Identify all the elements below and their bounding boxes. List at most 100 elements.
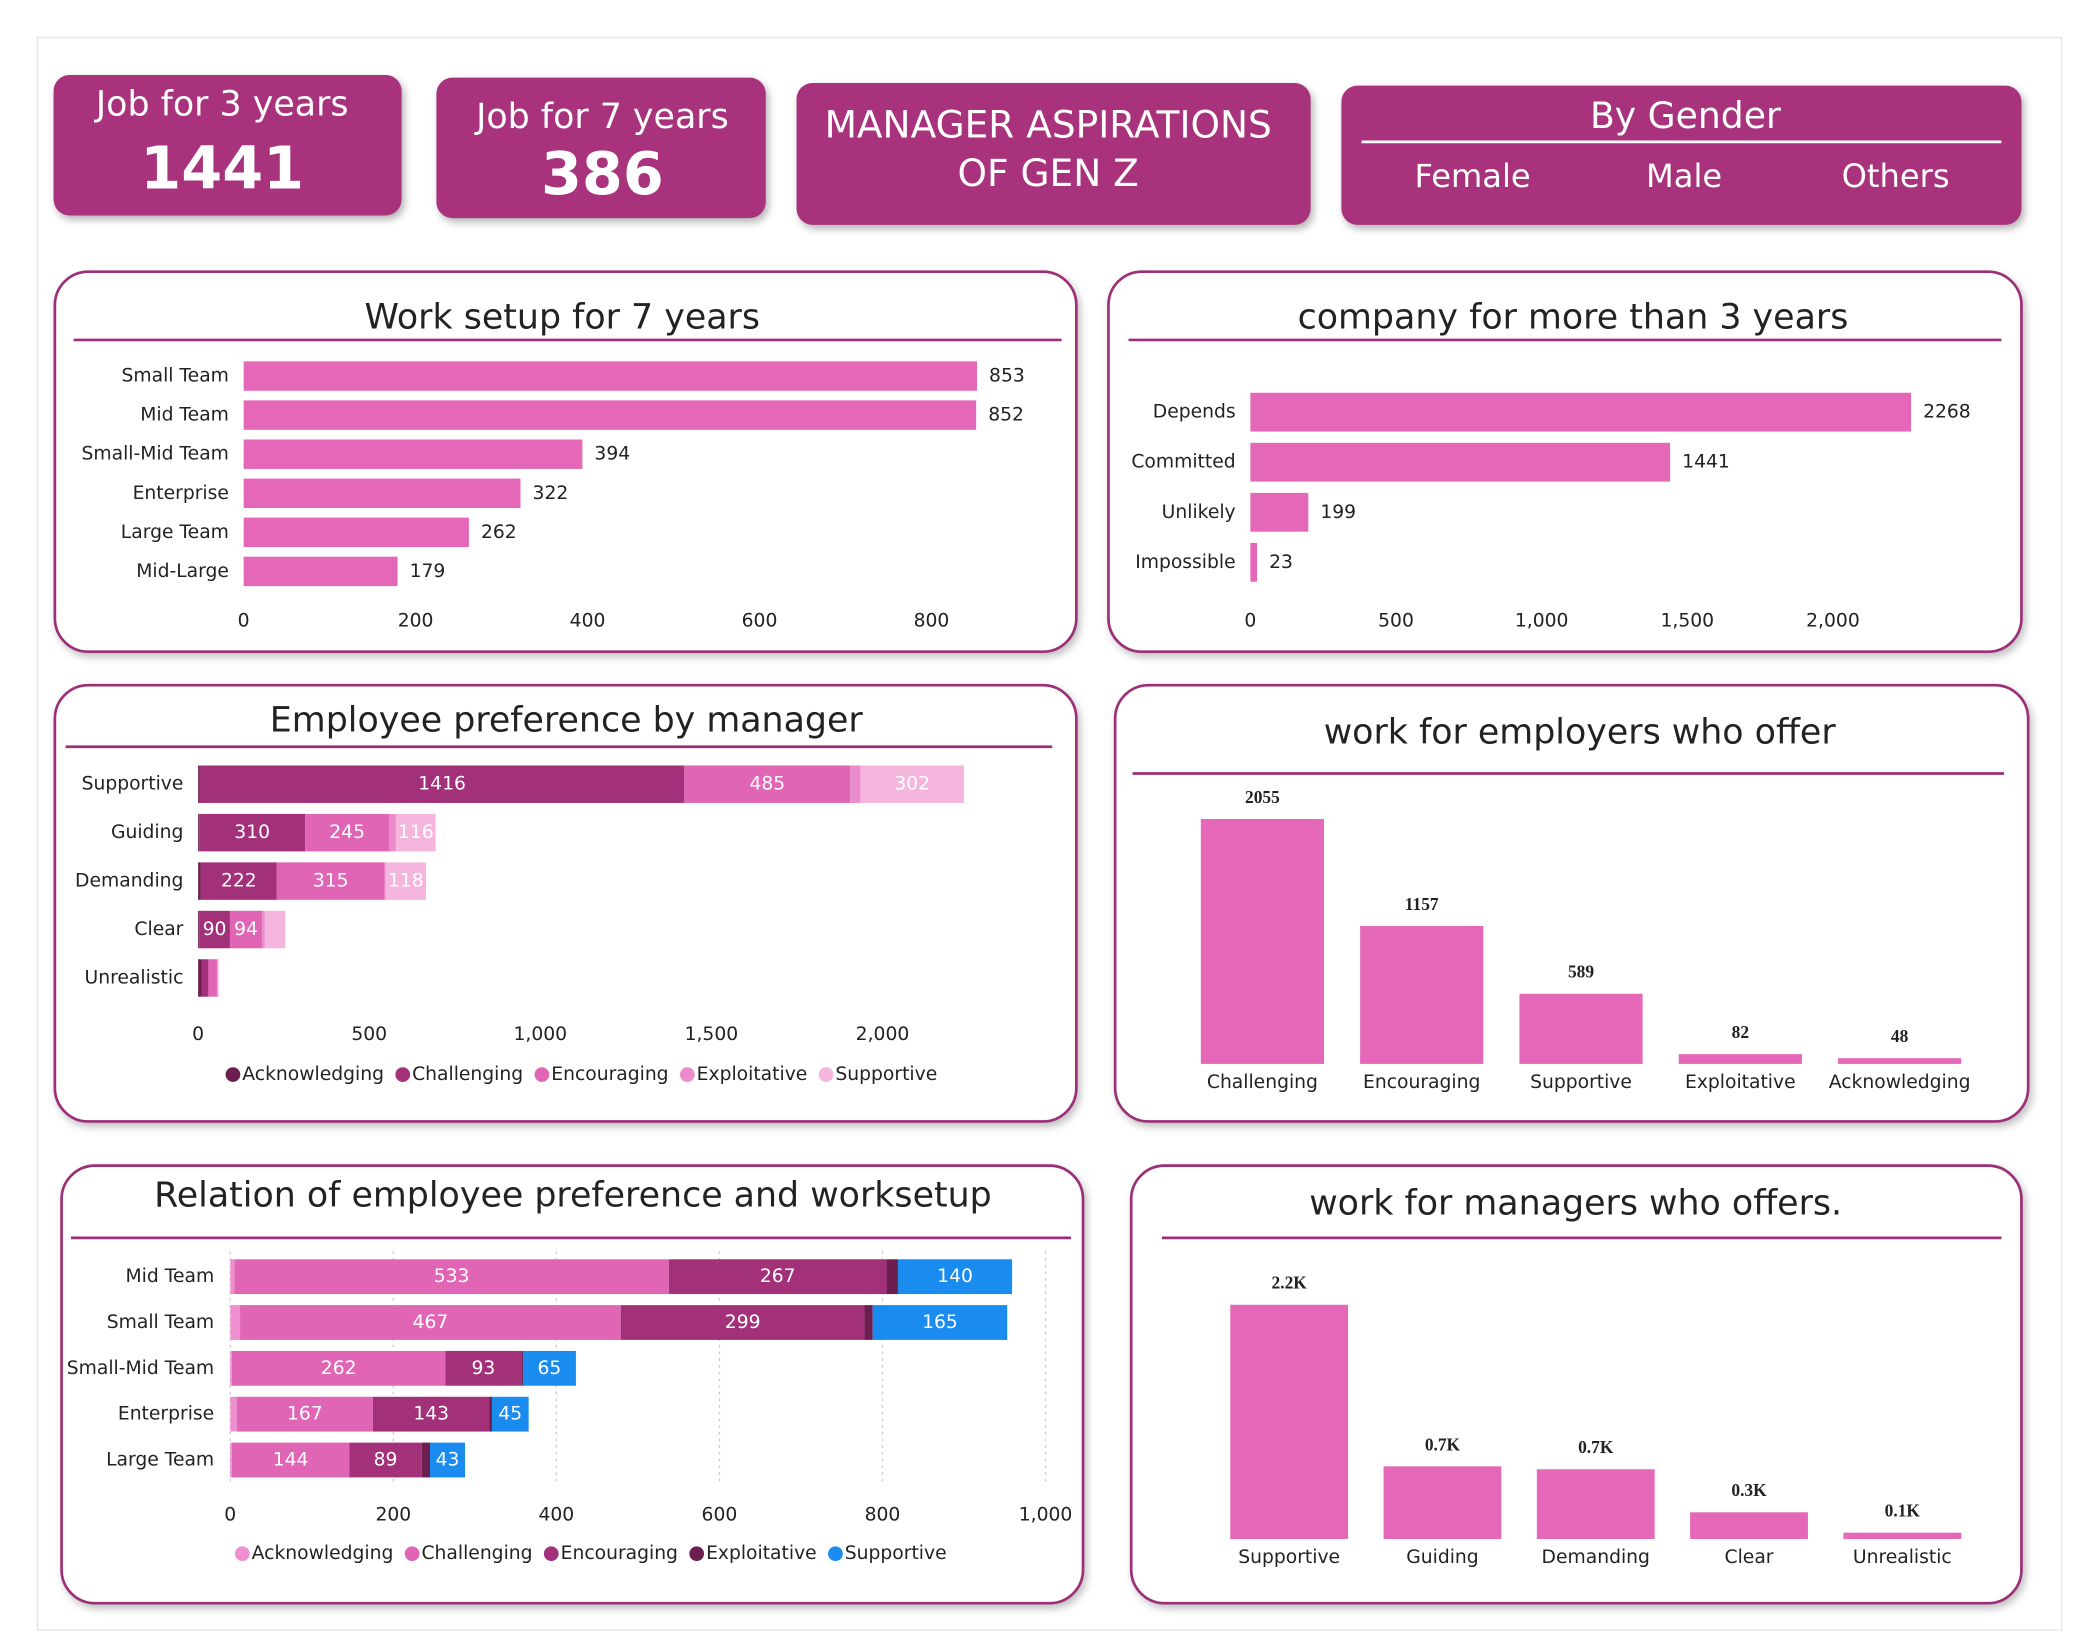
legend-marker	[395, 1067, 411, 1082]
dashboard-title: MANAGER ASPIRATIONS	[825, 103, 1272, 147]
bar-segment	[491, 1396, 529, 1432]
category-label: Supportive	[1530, 1072, 1632, 1093]
bar-segment	[522, 1350, 576, 1386]
frame	[36, 36, 2063, 1631]
category-label: Unlikely	[1162, 502, 1236, 523]
bar-segment	[199, 813, 306, 852]
legend-label: Acknowledging	[242, 1064, 384, 1085]
bar-segment	[886, 1259, 898, 1295]
chart-title: work for employers who offer	[1324, 712, 1837, 752]
category-label: Guiding	[1406, 1547, 1478, 1568]
bar	[1383, 1466, 1502, 1539]
data-label: 140	[937, 1266, 973, 1287]
category-label: Supportive	[1238, 1547, 1340, 1568]
legend-marker	[679, 1067, 695, 1082]
x-tick-label: 2,000	[1806, 610, 1860, 631]
bar-segment	[198, 765, 200, 803]
legend-label: Challenging	[421, 1543, 532, 1564]
category-label: Enterprise	[118, 1404, 214, 1425]
data-label: 0.7K	[1578, 1437, 1614, 1457]
data-label: 1157	[1405, 894, 1439, 914]
bar-segment	[229, 910, 263, 949]
bar	[1250, 442, 1671, 482]
data-label: 1416	[418, 774, 466, 795]
category-label: Unrealistic	[85, 967, 184, 988]
data-label: 262	[481, 522, 517, 543]
bar-segment	[395, 813, 436, 852]
bar	[243, 517, 469, 548]
data-label: 0.3K	[1731, 1480, 1767, 1500]
bar	[1678, 1054, 1802, 1064]
legend-label: Challenging	[412, 1064, 523, 1085]
data-label: 116	[398, 822, 434, 843]
x-tick-label: 800	[865, 1504, 901, 1525]
data-label: 48	[1891, 1026, 1909, 1046]
bar-segment	[445, 1350, 522, 1386]
category-label: Clear	[1725, 1547, 1774, 1568]
kpi-value: 386	[541, 139, 664, 208]
data-label: 2.2K	[1272, 1273, 1308, 1293]
panel	[53, 683, 1078, 1123]
x-tick-label: 1,000	[1515, 610, 1569, 631]
category-label: Enterprise	[133, 483, 229, 504]
data-label: 118	[388, 871, 424, 892]
bar-segment	[850, 765, 861, 803]
bar-segment	[897, 1259, 1013, 1295]
filter-option[interactable]: Female	[1415, 157, 1531, 195]
data-label: 179	[410, 561, 446, 582]
kpi-card	[53, 74, 402, 216]
category-label: Demanding	[1542, 1547, 1650, 1568]
panel	[1129, 1164, 2023, 1605]
chart-title: Relation of employee preference and work…	[154, 1175, 992, 1215]
data-label: 90	[203, 919, 227, 940]
x-tick-label: 200	[375, 1504, 411, 1525]
bar	[243, 439, 583, 469]
bar-segment	[276, 862, 385, 900]
legend-marker	[543, 1546, 559, 1562]
kpi-label: Job for 3 years	[94, 85, 349, 125]
legend-marker	[404, 1546, 420, 1562]
data-label: 65	[538, 1358, 562, 1379]
data-label: 82	[1732, 1022, 1749, 1042]
filter-option[interactable]: Male	[1646, 157, 1722, 195]
data-label: 143	[413, 1404, 449, 1425]
bar-segment	[230, 1305, 241, 1340]
category-label: Mid Team	[126, 1266, 215, 1287]
bar-segment	[201, 959, 209, 997]
data-label: 310	[234, 822, 270, 843]
bar-segment	[372, 1396, 490, 1432]
bar-segment	[198, 959, 202, 997]
data-label: 485	[749, 774, 785, 795]
data-label: 89	[374, 1450, 398, 1471]
legend-label: Encouraging	[551, 1064, 668, 1085]
bar-segment	[264, 910, 286, 949]
category-label: Small Team	[107, 1312, 214, 1333]
x-tick-label: 0	[1244, 610, 1256, 631]
data-label: 0.1K	[1885, 1501, 1921, 1521]
category-label: Acknowledging	[1829, 1072, 1971, 1093]
bar-segment	[230, 1442, 232, 1478]
bar	[1250, 542, 1258, 582]
chart-title: work for managers who offers.	[1309, 1183, 1842, 1223]
bar-segment	[684, 765, 851, 803]
bar-segment	[234, 1259, 669, 1295]
bar-segment	[421, 1442, 431, 1478]
bar-segment	[489, 1396, 492, 1432]
category-label: Mid-Large	[136, 561, 229, 582]
legend-label: Supportive	[845, 1543, 947, 1564]
filter-option[interactable]: Others	[1842, 157, 1950, 195]
data-label: 315	[313, 871, 349, 892]
legend-marker	[828, 1546, 843, 1562]
data-label: 222	[221, 871, 257, 892]
bar-segment	[389, 813, 396, 852]
bar-segment	[216, 959, 218, 997]
bar-segment	[385, 862, 427, 900]
bar-segment	[198, 813, 200, 852]
bar-segment	[231, 1350, 446, 1386]
x-tick-label: 200	[398, 610, 434, 631]
category-label: Challenging	[1207, 1072, 1318, 1093]
data-label: 45	[498, 1404, 522, 1425]
data-label: 533	[434, 1266, 470, 1287]
